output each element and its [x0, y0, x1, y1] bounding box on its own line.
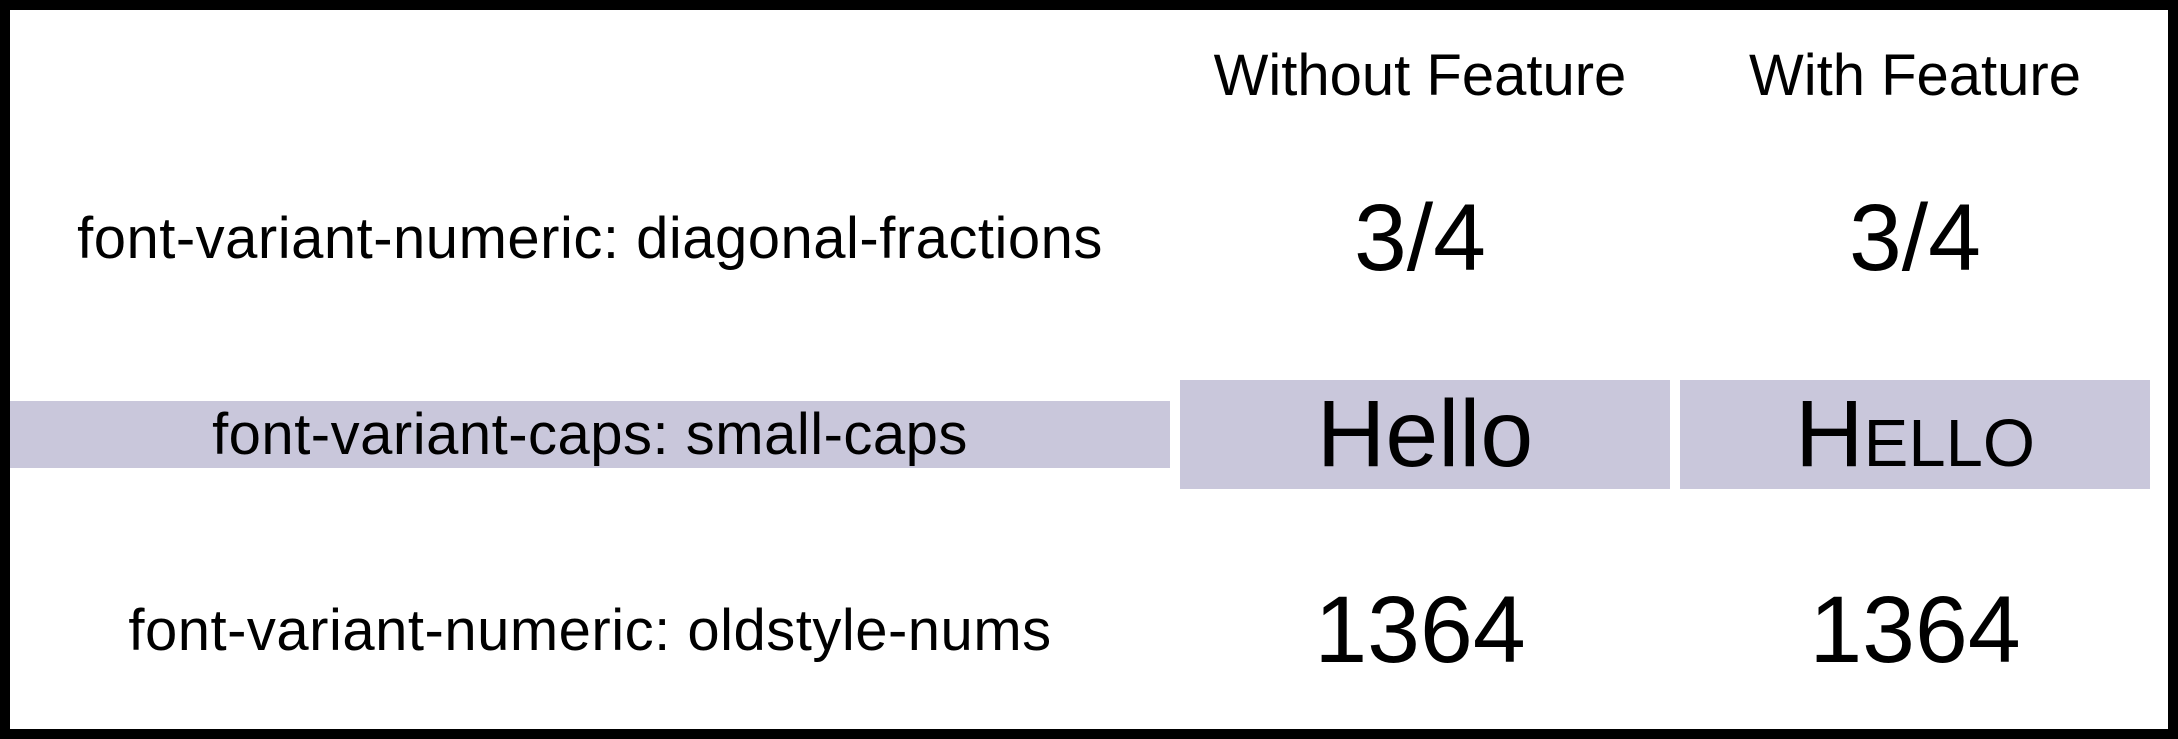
with-cell: 1364 — [1680, 576, 2150, 685]
table-row: font-variant-caps: small-caps Hello Hell… — [10, 336, 2168, 532]
property-cell: font-variant-numeric: oldstyle-nums — [10, 597, 1170, 664]
property-cell: font-variant-caps: small-caps — [10, 401, 1170, 468]
font-variant-table: Without Feature With Feature font-varian… — [0, 0, 2178, 739]
without-cell: 3/4 — [1170, 184, 1670, 293]
without-cell: Hello — [1180, 380, 1670, 489]
header-without: Without Feature — [1170, 42, 1670, 109]
with-cell: Hello — [1680, 380, 2150, 489]
table-header-row: Without Feature With Feature — [10, 10, 2168, 140]
with-cell: 3/4 — [1680, 184, 2150, 293]
table-row: font-variant-numeric: oldstyle-nums 1364… — [10, 532, 2168, 728]
header-with: With Feature — [1680, 42, 2150, 109]
without-cell: 1364 — [1170, 576, 1670, 685]
property-cell: font-variant-numeric: diagonal-fractions — [10, 205, 1170, 272]
table-row: font-variant-numeric: diagonal-fractions… — [10, 140, 2168, 336]
